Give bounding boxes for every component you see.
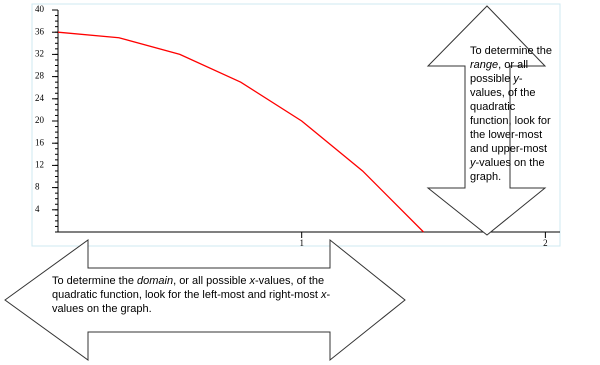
y-tick-label: 36 bbox=[35, 26, 45, 36]
plot-frame bbox=[31, 3, 561, 247]
note-text: range bbox=[470, 59, 499, 71]
note-text: To determine the bbox=[470, 45, 552, 57]
y-tick-label: 4 bbox=[35, 204, 40, 214]
curve bbox=[57, 31, 424, 233]
note-text: -values, of the quadratic function, look… bbox=[52, 275, 325, 301]
y-tick-label: 20 bbox=[35, 115, 45, 125]
note-text: -values, of the quadratic function, look… bbox=[470, 73, 551, 155]
y-tick-label: 8 bbox=[35, 182, 40, 192]
note-text: x bbox=[249, 275, 256, 287]
domain-note: To determine the domain, or all possible… bbox=[52, 274, 337, 316]
range-note: To determine the range, or all possible … bbox=[470, 44, 556, 184]
note-text: -values on the graph. bbox=[52, 289, 331, 315]
note-text: , or all possible bbox=[173, 275, 250, 287]
y-tick-label: 24 bbox=[35, 93, 45, 103]
x-tick-label: 2 bbox=[543, 238, 548, 248]
note-text: -values on the graph. bbox=[470, 157, 545, 183]
y-tick-label: 40 bbox=[35, 4, 45, 14]
note-text: x bbox=[321, 289, 327, 301]
note-text: y bbox=[513, 73, 519, 85]
y-tick-label: 32 bbox=[35, 48, 44, 58]
range-arrow bbox=[426, 5, 547, 236]
note-text: , or all possible bbox=[470, 59, 529, 85]
note-text: domain bbox=[137, 275, 174, 287]
y-tick-label: 16 bbox=[35, 137, 45, 147]
note-text: y bbox=[470, 157, 476, 169]
y-tick-label: 28 bbox=[35, 71, 45, 81]
y-tick-label: 12 bbox=[35, 159, 44, 169]
x-tick-label: 1 bbox=[299, 238, 304, 248]
domain-arrow bbox=[4, 238, 406, 362]
note-text: To determine the bbox=[52, 275, 137, 287]
